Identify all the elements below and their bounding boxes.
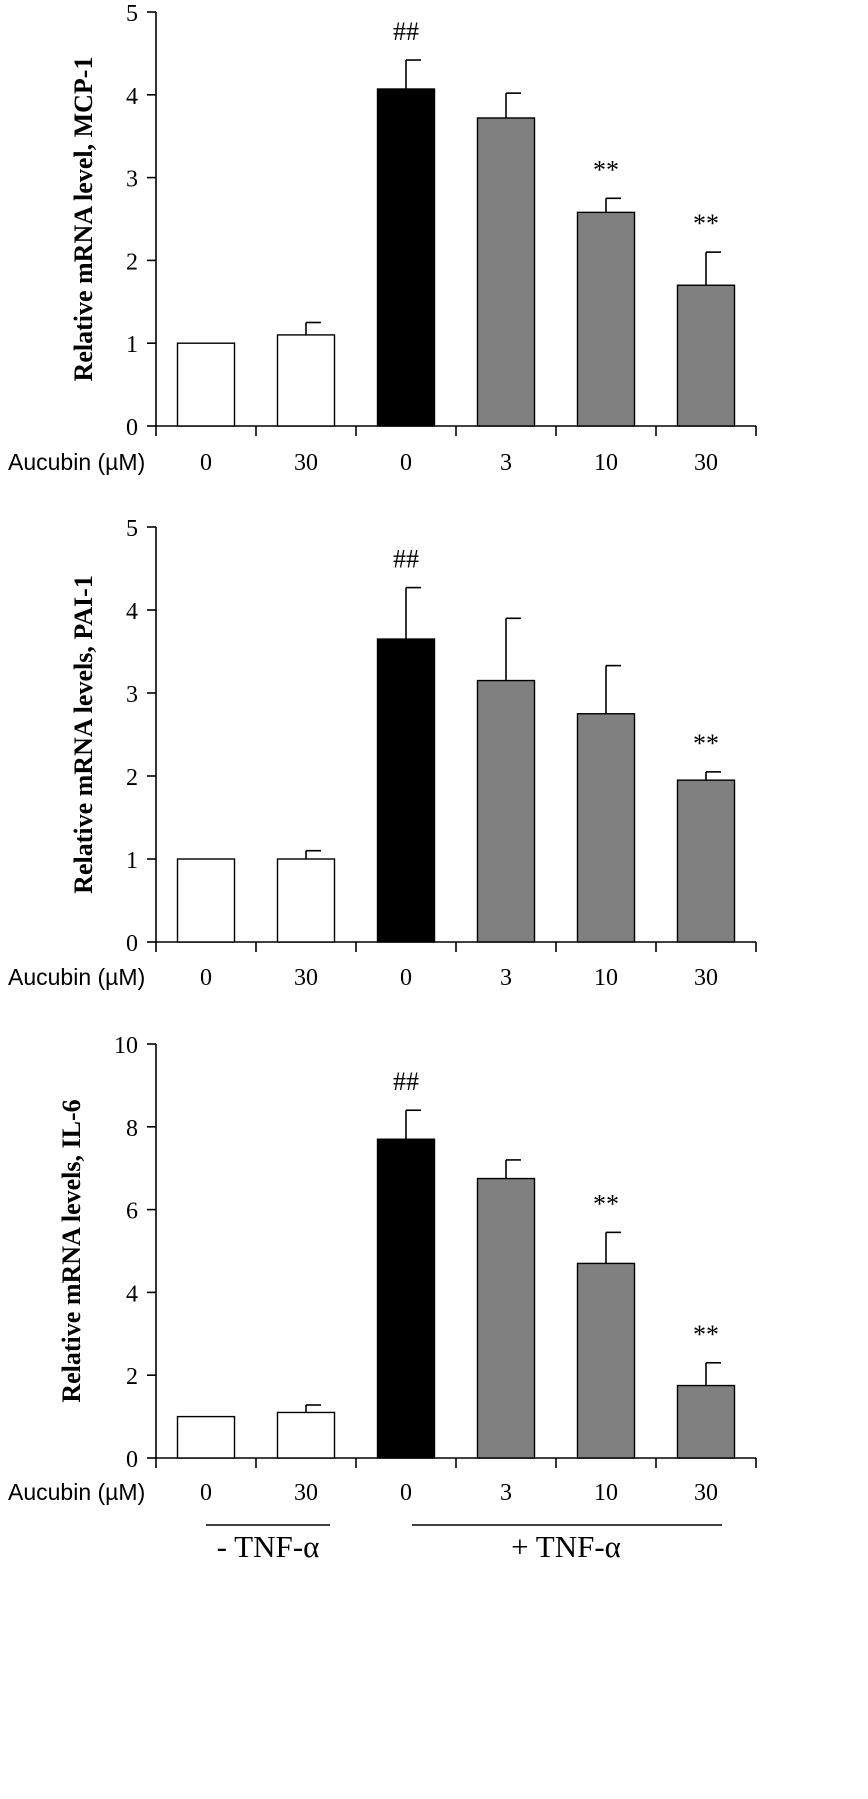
x-category-label: 0 [200,1480,212,1506]
y-tick-label: 6 [126,1199,138,1225]
significance-label: ** [693,1320,719,1349]
group-label-plus-tnf: + TNF-α [511,1529,621,1564]
significance-label: ## [393,1067,419,1096]
y-tick-label: 5 [126,516,138,542]
x-axis-title: Aucubin (µM) [8,449,145,475]
significance-label: ## [393,545,419,574]
group-label-minus-tnf: - TNF-α [217,1529,320,1564]
x-category-label: 0 [200,965,212,991]
y-tick-label: 10 [114,1033,138,1059]
x-category-label: 0 [200,450,212,476]
bar [276,858,336,943]
y-tick-label: 1 [126,848,138,874]
y-tick-label: 5 [126,1,138,27]
x-category-label: 3 [500,1480,512,1506]
x-category-label: 0 [400,450,412,476]
chart-panel-1: 0 1 2 3 4 5 Relative mRNA level, MCP-1 Aucubin … [8,1,757,476]
bar [376,1138,436,1459]
significance-label: ## [393,17,419,46]
x-category-label: 30 [294,1480,318,1506]
x-category-label: 30 [694,450,718,476]
y-tick-label: 3 [126,682,138,708]
x-axis-title: Aucubin (µM) [8,964,145,990]
bar [176,1415,236,1459]
x-category-label: 10 [594,1480,618,1506]
bar [276,1411,336,1459]
bar [376,638,436,943]
x-category-label: 3 [500,965,512,991]
bar [676,1384,736,1459]
y-axis-title: Relative mRNA level, MCP-1 [69,57,98,382]
bar [476,1177,536,1459]
x-category-label: 10 [594,965,618,991]
significance-label: ** [593,155,619,184]
y-axis-title: Relative mRNA levels, PAI-1 [69,575,98,894]
y-tick-label: 0 [126,415,138,441]
x-category-label: 30 [294,450,318,476]
significance-label: ** [593,1189,619,1218]
x-category-label: 3 [500,450,512,476]
bar [576,713,636,943]
x-category-label: 0 [400,965,412,991]
bar [676,284,736,427]
chart-panel-3: 0 2 4 6 8 10 Relative mRNA levels, IL-6 Aucubin… [8,1033,757,1506]
bar [476,679,536,943]
x-category-label: 30 [294,965,318,991]
y-tick-label: 0 [126,1447,138,1473]
x-category-label: 30 [694,965,718,991]
chart-panel-2: 0 1 2 3 4 5 Relative mRNA levels, PAI-1 Aucubin… [8,516,757,991]
y-axis-title: Relative mRNA levels, IL-6 [57,1099,86,1402]
y-tick-label: 1 [126,332,138,358]
y-tick-label: 4 [126,599,138,625]
bar [476,117,536,427]
bar [576,211,636,427]
x-category-label: 0 [400,1480,412,1506]
y-tick-label: 2 [126,765,138,791]
bar [576,1262,636,1459]
y-tick-label: 4 [126,1281,138,1307]
y-tick-label: 0 [126,931,138,957]
y-tick-label: 8 [126,1116,138,1142]
bar [176,342,236,427]
bar [176,858,236,943]
x-axis-title: Aucubin (µM) [8,1479,145,1505]
x-category-label: 30 [694,1480,718,1506]
y-tick-label: 2 [126,1364,138,1390]
bar [376,88,436,427]
x-category-label: 10 [594,450,618,476]
significance-label: ** [693,729,719,758]
bar [276,334,336,427]
y-tick-label: 4 [126,84,138,110]
significance-label: ** [693,209,719,238]
y-tick-label: 3 [126,167,138,193]
bar [676,779,736,943]
y-tick-label: 2 [126,249,138,275]
